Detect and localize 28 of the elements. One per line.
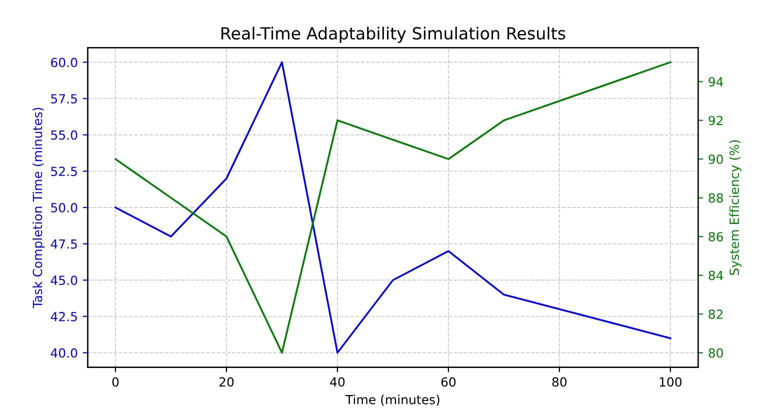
x-tick-label: 100 xyxy=(660,377,682,387)
y-tick-label: 50.0 xyxy=(51,202,78,212)
y2-tick-label: 92 xyxy=(708,116,723,126)
y-tick-label: 42.5 xyxy=(50,312,77,322)
y-tick-label: 40.0 xyxy=(50,348,78,358)
y-tick-label: 60.0 xyxy=(51,58,78,68)
x-tick-label: 80 xyxy=(552,377,567,387)
y-tick-label: 57.5 xyxy=(51,94,77,104)
chart-title: Real-Time Adaptability Simulation Results xyxy=(222,26,566,43)
x-axis-title: Time (minutes) xyxy=(345,394,440,406)
y-tick-label: 45.0 xyxy=(50,276,78,286)
y2-tick-label: 84 xyxy=(708,270,724,280)
x-tick-label: 20 xyxy=(219,377,234,387)
y2-tick-label: 82 xyxy=(708,309,723,319)
x-tick-label: 40 xyxy=(330,377,345,387)
y-tick-label: 52.5 xyxy=(51,166,77,176)
y2-tick-label: 88 xyxy=(708,193,723,203)
y2-tick-label: 86 xyxy=(708,232,723,242)
y2-axis-title: System Efficiency (%) xyxy=(729,140,742,275)
y2-tick-label: 80 xyxy=(708,348,723,358)
x-tick-label: 60 xyxy=(441,377,456,387)
y-axis-title: Task Completion Time (minutes) xyxy=(32,108,45,308)
line-series xyxy=(114,61,672,354)
y2-tick-label: 90 xyxy=(708,154,723,164)
y-tick-label: 47.5 xyxy=(50,239,77,249)
y2-tick-label: 94 xyxy=(708,77,724,87)
y-tick-label: 55.0 xyxy=(51,130,78,140)
x-tick-label: 0 xyxy=(112,377,119,387)
